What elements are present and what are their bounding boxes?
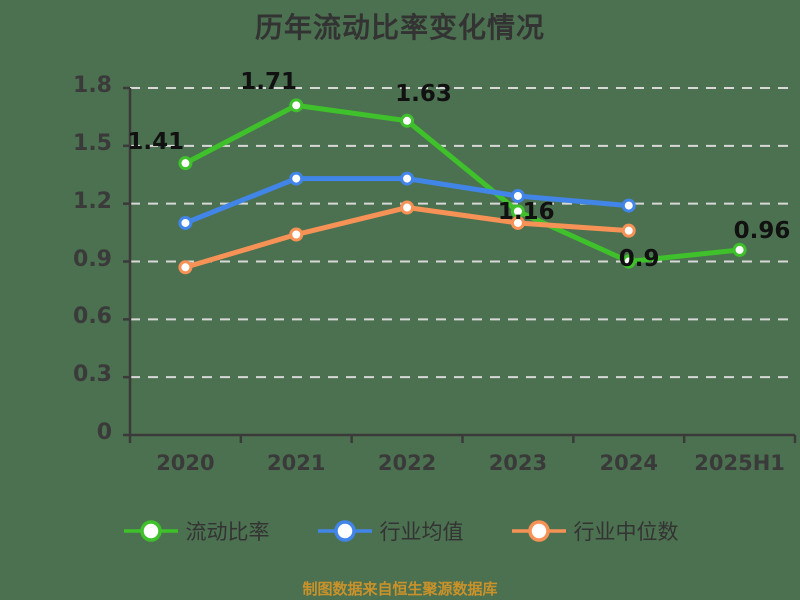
x-axis-tick-label-2020: 2020 [156, 451, 215, 475]
data-value-label: 1.63 [395, 80, 452, 107]
y-axis-tick-label: 0.6 [73, 304, 112, 330]
legend-label: 行业中位数 [573, 520, 679, 544]
legend-item-0[interactable]: 流动比率 [122, 516, 270, 546]
data-point-marker[interactable] [510, 188, 525, 203]
legend-marker-icon [511, 520, 566, 542]
data-value-label: 0.96 [733, 217, 791, 244]
data-value-label: 0.9 [618, 245, 660, 272]
x-axis-tick-label-2024: 2024 [599, 451, 658, 475]
data-point-marker[interactable] [178, 215, 193, 230]
data-point-marker[interactable] [289, 171, 304, 186]
legend-marker-icon [123, 520, 178, 542]
data-point-marker[interactable] [621, 198, 636, 213]
data-point-marker[interactable] [178, 260, 193, 275]
series-points-group [178, 98, 747, 275]
x-axis-tick-label-2021: 2021 [267, 451, 326, 475]
data-value-label: 1.71 [240, 69, 297, 96]
data-point-marker[interactable] [400, 200, 415, 215]
legend-label: 行业均值 [379, 520, 464, 544]
data-value-label: 1.41 [127, 129, 185, 156]
chart-title: 历年流动比率变化情况 [254, 11, 545, 44]
series-lines-group [182, 102, 743, 270]
legend-label: 流动比率 [185, 520, 270, 544]
axes-group [123, 86, 797, 443]
chart-legend: 流动比率 行业均值 行业中位数 [0, 516, 800, 546]
data-point-marker[interactable] [510, 215, 525, 230]
data-point-marker[interactable] [621, 223, 636, 238]
x-axis-tick-label-2022: 2022 [377, 451, 437, 475]
data-value-label: 1.16 [497, 199, 555, 226]
legend-item-1[interactable]: 行业均值 [316, 516, 464, 546]
y-axis-tick-label: 0.9 [73, 246, 112, 272]
data-point-marker[interactable] [289, 98, 304, 113]
series-line-0 [182, 102, 743, 264]
data-point-marker[interactable] [732, 242, 747, 257]
y-axis-tick-label: 1.2 [73, 188, 112, 214]
y-axis-tick-label: 1.5 [73, 130, 112, 156]
series-line-2 [182, 205, 632, 270]
legend-item-2[interactable]: 行业中位数 [510, 516, 679, 546]
data-point-marker[interactable] [400, 113, 415, 128]
data-point-marker[interactable] [621, 254, 636, 269]
data-point-marker[interactable] [178, 156, 193, 171]
x-axis-tick-label-2025H1: 2025H1 [694, 451, 785, 475]
data-point-marker[interactable] [400, 171, 415, 186]
y-axis-tick-label: 0.3 [73, 362, 112, 388]
legend-marker-icon [317, 520, 372, 542]
data-point-marker[interactable] [289, 227, 304, 242]
footer-source-note: 制图数据来自恒生聚源数据库 [302, 580, 498, 598]
x-axis-tick-label-2023: 2023 [488, 451, 548, 475]
gridlines-group [130, 87, 795, 379]
y-axis-tick-label: 0 [96, 420, 112, 445]
y-axis-tick-label: 1.8 [73, 73, 112, 98]
